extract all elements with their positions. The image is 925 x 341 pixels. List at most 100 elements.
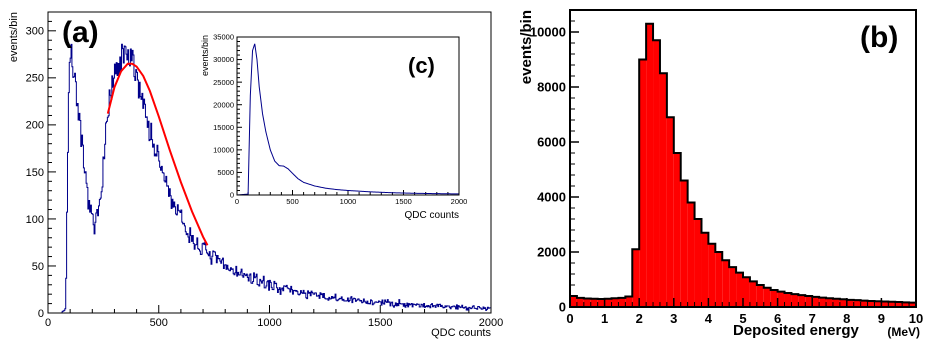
panel-a-y-tick-label: 0 — [38, 308, 44, 320]
panel-b-bar — [590, 298, 598, 307]
panel-b-x-tick-label: 0 — [566, 311, 573, 326]
panel-b-x-tick-label: 10 — [909, 311, 923, 326]
panel-b-bar — [639, 59, 647, 307]
panel-a-x-tick-label: 0 — [45, 317, 51, 329]
panel-b-x-tick-label: 5 — [739, 311, 746, 326]
panel-c-plot-frame — [236, 36, 460, 196]
panel-b-bar — [694, 219, 702, 307]
panel-b-bar — [756, 285, 764, 307]
panel-b-bar — [839, 299, 847, 307]
panel-b-bar — [715, 252, 723, 307]
panel-b-bar — [895, 302, 903, 307]
panel-b-bar — [770, 289, 778, 307]
panel-b-x-tick-label: 1 — [601, 311, 608, 326]
panel-a-y-axis-title: events/bin — [8, 12, 20, 62]
panel-a-x-tick-label: 1000 — [257, 317, 281, 329]
panel-b-bar — [687, 202, 695, 307]
panel-b-bar — [826, 298, 833, 307]
panel-b-bar — [618, 297, 626, 307]
panel-a-x-tick-label: 1500 — [368, 317, 392, 329]
panel-c-y-axis-title: events/bin — [200, 35, 210, 76]
panel-b-bar — [604, 298, 612, 307]
panel-b-bar — [625, 296, 633, 307]
panel-a-histogram-series — [48, 43, 491, 314]
panel-b-x-tick-label: 4 — [705, 311, 713, 326]
panel-b-bar — [583, 298, 591, 307]
panel-c: 0 500 1000 1500 2000050001000015000200002500… — [200, 28, 467, 223]
panel-b-x-axis-title: Deposited energy — [733, 322, 860, 339]
panel-b-y-tick-label: 6000 — [537, 135, 566, 150]
panel-a-y-tick-label: 200 — [26, 120, 44, 132]
panel-c-y-tick-label: 35000 — [213, 33, 234, 42]
panel-b-plot-area — [570, 10, 916, 307]
panel-b: 0 1 2 3 4 5 6 7 8 9 10 0 2000 4000 6000 8000 10000 (b) Dep… — [518, 9, 923, 339]
panel-b-x-axis-unit: (MeV) — [887, 325, 920, 339]
panel-b-bar — [632, 249, 640, 307]
panel-c-y-tick-label: 20000 — [213, 100, 234, 109]
panel-b-bar — [798, 295, 806, 307]
panel-b-y-tick-label: 10000 — [530, 25, 566, 40]
panel-b-y-tick-label: 0 — [559, 300, 566, 315]
panel-b-bar — [777, 291, 785, 307]
panel-c-y-tick-label: 5000 — [217, 168, 234, 177]
panel-b-bar — [708, 243, 716, 307]
panel-c-series — [236, 43, 460, 196]
panel-b-bar — [819, 297, 827, 307]
panel-a-y-tick-label: 300 — [26, 26, 44, 38]
panel-b-bar — [597, 299, 605, 307]
panel-b-bar — [646, 23, 654, 307]
panel-a-x-tick-label: 500 — [150, 317, 168, 329]
panel-b-x-tick-label: 6 — [774, 311, 781, 326]
panel-c-x-tick-label: 1000 — [340, 197, 357, 206]
panel-c-y-tick-label: 25000 — [213, 78, 234, 87]
panel-b-bar — [673, 153, 681, 307]
panel-a-label: (a) — [62, 16, 99, 49]
panel-b-bar — [763, 287, 771, 307]
panel-a-y-tick-label: 250 — [26, 73, 44, 85]
panel-b-bar — [874, 301, 882, 307]
panel-c-background — [203, 28, 465, 223]
panel-a-y-tick-label: 50 — [32, 261, 44, 273]
panel-b-bar — [805, 296, 813, 307]
panel-b-bar — [853, 300, 861, 307]
panel-b-bar — [909, 302, 916, 307]
panel-b-bar — [659, 73, 667, 307]
panel-b-bar — [867, 300, 875, 307]
panel-b-x-tick-label: 3 — [670, 311, 677, 326]
panel-c-x-tick-label: 500 — [286, 197, 299, 206]
panel-b-x-tick-label: 8 — [843, 311, 850, 326]
panel-b-y-axis-title: events/bin — [518, 10, 535, 84]
panel-a-y-tick-label: 150 — [26, 167, 44, 179]
panel-b-bar — [860, 300, 868, 307]
panel-c-y-tick-label: 15000 — [213, 123, 234, 132]
panel-a-fit-series — [106, 62, 209, 246]
panel-c-label: (c) — [408, 53, 435, 78]
panel-b-bar — [791, 294, 799, 307]
panel-b-y-tick-label: 4000 — [537, 190, 566, 205]
panel-b-bar — [701, 232, 709, 307]
panel-b-bar — [888, 301, 896, 307]
panel-a-y-tick-label: 100 — [26, 214, 44, 226]
panel-b-plot-frame — [569, 9, 917, 308]
panel-b-bar — [846, 299, 854, 307]
panel-a-x-tick-label: 2000 — [479, 317, 503, 329]
panel-c-y-tick-label: 0 — [230, 191, 234, 200]
panel-b-bar — [653, 40, 660, 307]
panel-b-bar — [881, 301, 889, 307]
panel-b-bar — [832, 298, 840, 307]
panel-b-x-tick-label: 9 — [878, 311, 885, 326]
panel-b-bar — [680, 180, 688, 307]
panel-b-outline — [569, 22, 917, 307]
panel-c-x-tick-label: 2000 — [451, 197, 468, 206]
panel-c-x-axis-title: QDC counts — [405, 210, 459, 221]
panel-b-bar — [666, 117, 674, 307]
panel-b-bar — [736, 272, 743, 307]
panel-b-bar — [576, 297, 584, 307]
panel-b-bar — [570, 296, 577, 307]
panel-b-bar — [812, 296, 820, 307]
panel-c-x-tick-label: 1500 — [395, 197, 412, 206]
panel-c-y-tick-label: 30000 — [213, 55, 234, 64]
panel-b-y-tick-label: 2000 — [537, 245, 566, 260]
panel-b-bar — [902, 302, 910, 307]
